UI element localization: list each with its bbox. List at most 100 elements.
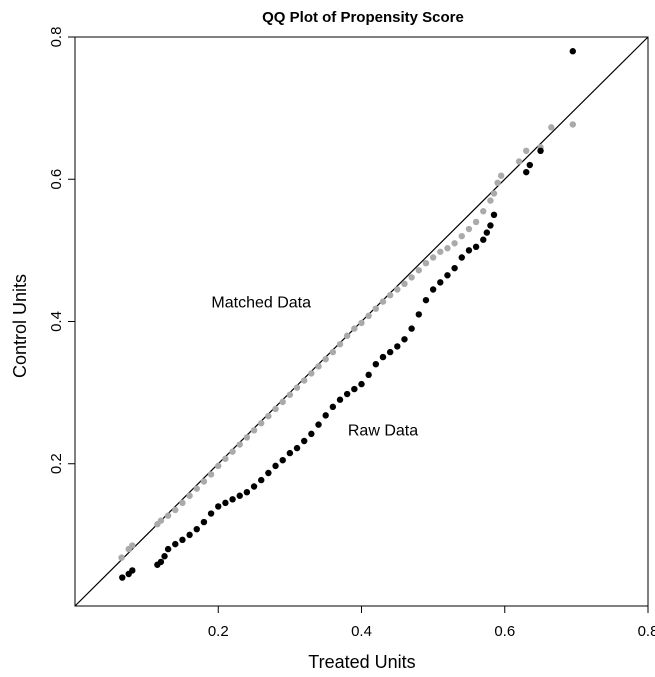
data-point [358, 319, 365, 327]
data-point [494, 179, 501, 187]
data-point [408, 325, 415, 332]
data-point [222, 499, 229, 507]
data-point [315, 421, 322, 428]
data-point [480, 208, 487, 215]
chart-title: QQ Plot of Propensity Score [262, 9, 464, 26]
axis-ticks: 0.2 0.4 0.6 0.8 0.2 0.4 0.6 0.8 [48, 27, 655, 640]
y-tick-label: 0.4 [48, 311, 65, 332]
data-point [207, 510, 215, 517]
data-point [207, 471, 215, 478]
data-point [372, 305, 380, 312]
data-point [437, 279, 444, 286]
data-point [343, 332, 351, 339]
data-point [243, 434, 251, 441]
data-point [343, 390, 351, 398]
data-point [193, 525, 200, 533]
data-point [172, 506, 179, 514]
data-point [415, 267, 422, 274]
data-point [490, 190, 498, 197]
data-point [118, 554, 125, 561]
data-point [265, 412, 272, 420]
data-point [401, 280, 408, 288]
series-1 [119, 48, 576, 581]
data-point [179, 499, 186, 507]
data-point [215, 462, 222, 470]
x-tick-label: 0.8 [638, 623, 655, 640]
data-point [229, 496, 236, 503]
data-point [336, 341, 344, 348]
data-point [129, 542, 136, 549]
data-point [358, 380, 365, 388]
data-point [301, 377, 308, 384]
data-point [279, 398, 286, 406]
data-point [179, 536, 186, 544]
data-point [301, 437, 308, 445]
data-point [222, 455, 229, 462]
data-point [286, 391, 294, 398]
data-point [458, 232, 465, 240]
data-point [483, 229, 491, 236]
data-points [118, 48, 576, 581]
data-point [465, 225, 473, 233]
data-point [490, 211, 498, 219]
annotation-label: Matched Data [211, 294, 311, 311]
data-point [480, 236, 487, 243]
data-point [250, 427, 258, 434]
data-point [322, 355, 329, 363]
y-tick-label: 0.6 [48, 169, 65, 190]
y-axis-label: Control Units [10, 274, 30, 378]
data-point [487, 197, 494, 204]
data-point [329, 348, 337, 356]
data-point [401, 336, 408, 343]
data-point [250, 483, 258, 490]
annotations: Matched Data Raw Data [211, 294, 418, 439]
data-point [497, 172, 505, 179]
x-axis-label: Treated Units [308, 652, 415, 672]
data-point [386, 291, 394, 299]
data-point [293, 444, 301, 452]
data-point [129, 567, 136, 574]
data-point [308, 430, 315, 438]
data-point [415, 311, 422, 318]
data-point [515, 158, 523, 165]
data-point [379, 298, 387, 305]
data-point [379, 353, 387, 361]
data-point [429, 254, 437, 261]
data-point [329, 403, 337, 411]
data-point [200, 478, 208, 485]
data-point [243, 489, 251, 496]
data-point [437, 248, 444, 255]
data-point [186, 492, 193, 499]
data-point [164, 512, 172, 519]
x-tick-label: 0.6 [494, 623, 515, 640]
data-point [322, 412, 329, 419]
data-point [394, 343, 401, 350]
data-point [265, 469, 272, 477]
x-tick-label: 0.2 [208, 623, 229, 640]
data-point [451, 240, 458, 247]
annotation-label: Raw Data [348, 422, 418, 439]
data-point [236, 441, 243, 448]
data-point [429, 286, 437, 293]
data-point [465, 247, 473, 254]
data-point [386, 348, 394, 356]
data-point [315, 363, 322, 370]
data-point [200, 518, 208, 526]
data-point [372, 360, 380, 368]
data-point [279, 456, 286, 464]
data-point [236, 492, 243, 499]
data-point [569, 48, 576, 55]
data-point [472, 243, 480, 251]
data-point [119, 574, 126, 581]
data-point [408, 274, 415, 281]
data-point [351, 385, 358, 393]
data-point [272, 405, 279, 413]
data-point [164, 545, 172, 553]
data-point [523, 147, 530, 154]
data-point [293, 384, 301, 391]
x-tick-label: 0.4 [351, 623, 372, 640]
data-point [161, 553, 168, 560]
data-point [193, 485, 200, 492]
data-point [186, 531, 193, 539]
